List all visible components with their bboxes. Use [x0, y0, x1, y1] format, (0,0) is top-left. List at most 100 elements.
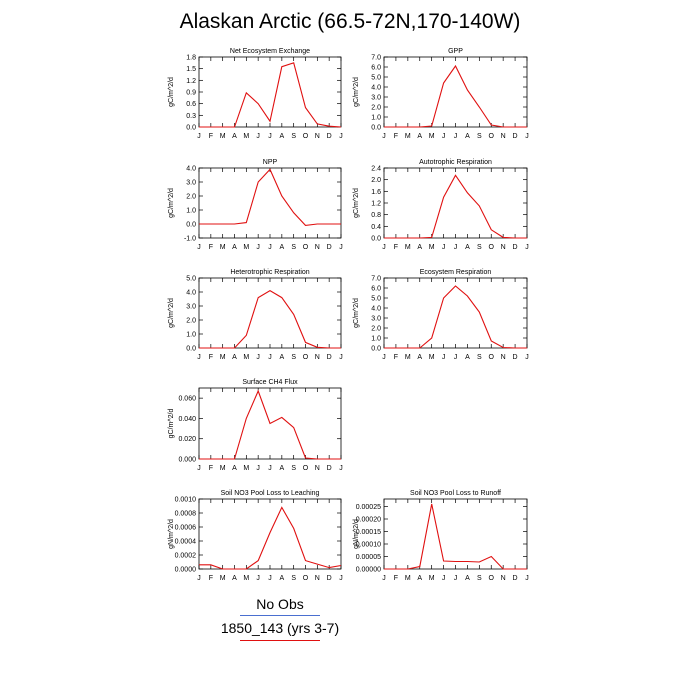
- x-tick-label: M: [243, 244, 249, 251]
- legend-obs-line: [240, 615, 320, 616]
- panel-frame: [383, 56, 528, 128]
- series-line: [384, 503, 527, 570]
- x-tick-label: O: [303, 133, 309, 140]
- x-tick-label: D: [327, 133, 332, 140]
- x-tick-label: M: [243, 133, 249, 140]
- x-tick-label: F: [394, 244, 398, 251]
- series-line: [199, 289, 341, 349]
- x-tick-label: M: [220, 244, 226, 251]
- x-tick-label: J: [268, 354, 272, 361]
- y-tick-label: 0.00000: [356, 567, 381, 574]
- y-tick-label: 7.0: [371, 55, 381, 62]
- x-tick-label: M: [429, 133, 435, 140]
- y-axis-label: gN/m^2/d: [353, 519, 360, 549]
- x-tick-label: M: [220, 354, 226, 361]
- x-tick-label: J: [197, 244, 201, 251]
- y-tick-label: 0.0004: [175, 539, 197, 546]
- y-tick-label: 0.0002: [175, 553, 197, 560]
- x-tick-label: A: [232, 354, 237, 361]
- y-tick-label: 1.2: [186, 78, 196, 85]
- y-tick-label: 0.0: [186, 346, 196, 353]
- y-tick-label: 1.2: [371, 201, 381, 208]
- panel-frame: [383, 498, 528, 570]
- legend-obs-label: No Obs: [256, 596, 304, 612]
- y-tick-label: 0.00015: [356, 529, 381, 536]
- y-tick-label: 1.5: [186, 66, 196, 73]
- chart-panel-4: Autotrophic Respiration 0.0 0.4 0.8 1.2 1.6 2.…: [353, 159, 529, 251]
- x-tick-label: J: [256, 465, 260, 472]
- y-tick-label: 0.4: [371, 224, 381, 231]
- y-tick-label: 0.000: [178, 457, 196, 464]
- x-tick-label: J: [454, 354, 458, 361]
- x-tick-label: J: [256, 575, 260, 582]
- main-title: Alaskan Arctic (66.5-72N,170-140W): [179, 10, 521, 33]
- y-tick-label: 0.0008: [175, 511, 197, 518]
- x-tick-label: M: [429, 244, 435, 251]
- x-tick-label: N: [501, 354, 506, 361]
- x-tick-label: O: [303, 354, 309, 361]
- x-tick-label: M: [243, 465, 249, 472]
- y-axis-label: gC/m^2/d: [168, 188, 175, 218]
- y-tick-label: 7.0: [371, 276, 381, 283]
- x-tick-label: J: [525, 133, 529, 140]
- x-tick-label: J: [442, 244, 446, 251]
- x-tick-label: A: [232, 244, 237, 251]
- y-tick-label: 0.9: [186, 90, 196, 97]
- y-tick-label: 2.0: [186, 194, 196, 201]
- x-tick-label: O: [489, 244, 495, 251]
- y-tick-label: -1.0: [184, 236, 196, 243]
- y-tick-label: 3.0: [371, 95, 381, 102]
- x-tick-label: M: [405, 133, 411, 140]
- y-axis-label: gC/m^2/d: [168, 298, 175, 328]
- x-tick-label: J: [525, 244, 529, 251]
- chart-panel-1: Net Ecosystem Exchange 0.0 0.3 0.6 0.9 1.2 1.5…: [168, 48, 343, 140]
- y-tick-label: 0.3: [186, 113, 196, 120]
- x-tick-label: N: [501, 133, 506, 140]
- y-tick-label: 2.0: [371, 326, 381, 333]
- x-tick-label: N: [501, 244, 506, 251]
- x-tick-label: F: [209, 465, 213, 472]
- x-tick-label: J: [197, 354, 201, 361]
- y-tick-label: 0.6: [186, 101, 196, 108]
- x-tick-label: N: [315, 133, 320, 140]
- x-tick-label: O: [303, 465, 309, 472]
- y-tick-label: 0.0: [186, 125, 196, 132]
- y-axis-label: gC/m^2/d: [353, 298, 360, 328]
- y-tick-label: 3.0: [186, 304, 196, 311]
- y-tick-label: 0.060: [178, 396, 196, 403]
- y-tick-label: 4.0: [186, 290, 196, 297]
- y-tick-label: 0.0010: [175, 497, 197, 504]
- x-tick-label: O: [303, 575, 309, 582]
- panel-frame: [383, 167, 528, 239]
- panel-title: Net Ecosystem Exchange: [230, 48, 310, 55]
- x-tick-label: M: [405, 244, 411, 251]
- x-tick-label: J: [382, 575, 386, 582]
- y-tick-label: 5.0: [371, 75, 381, 82]
- x-tick-label: N: [501, 575, 506, 582]
- x-tick-label: M: [429, 354, 435, 361]
- panel-title: Autotrophic Respiration: [419, 159, 492, 166]
- y-tick-label: 1.0: [371, 115, 381, 122]
- y-tick-label: 2.0: [186, 318, 196, 325]
- x-tick-label: S: [477, 133, 482, 140]
- series-line: [199, 168, 341, 226]
- panel-frame: [198, 56, 342, 128]
- x-tick-label: A: [232, 133, 237, 140]
- x-tick-label: J: [268, 244, 272, 251]
- x-tick-label: J: [454, 575, 458, 582]
- x-tick-label: S: [477, 575, 482, 582]
- y-tick-label: 1.6: [371, 189, 381, 196]
- chart-panel-6: Ecosystem Respiration 0.0 1.0 2.0 3.0 4.0 5.0 6…: [353, 269, 529, 361]
- x-tick-label: D: [513, 354, 518, 361]
- x-tick-label: A: [232, 465, 237, 472]
- x-tick-label: D: [513, 133, 518, 140]
- x-tick-label: J: [442, 354, 446, 361]
- x-tick-label: J: [339, 575, 343, 582]
- panel-frame: [383, 277, 528, 349]
- x-tick-label: F: [209, 354, 213, 361]
- y-tick-label: 2.0: [371, 105, 381, 112]
- x-tick-label: A: [465, 244, 470, 251]
- panel-title: GPP: [448, 48, 463, 55]
- x-tick-label: D: [513, 244, 518, 251]
- x-tick-label: J: [442, 575, 446, 582]
